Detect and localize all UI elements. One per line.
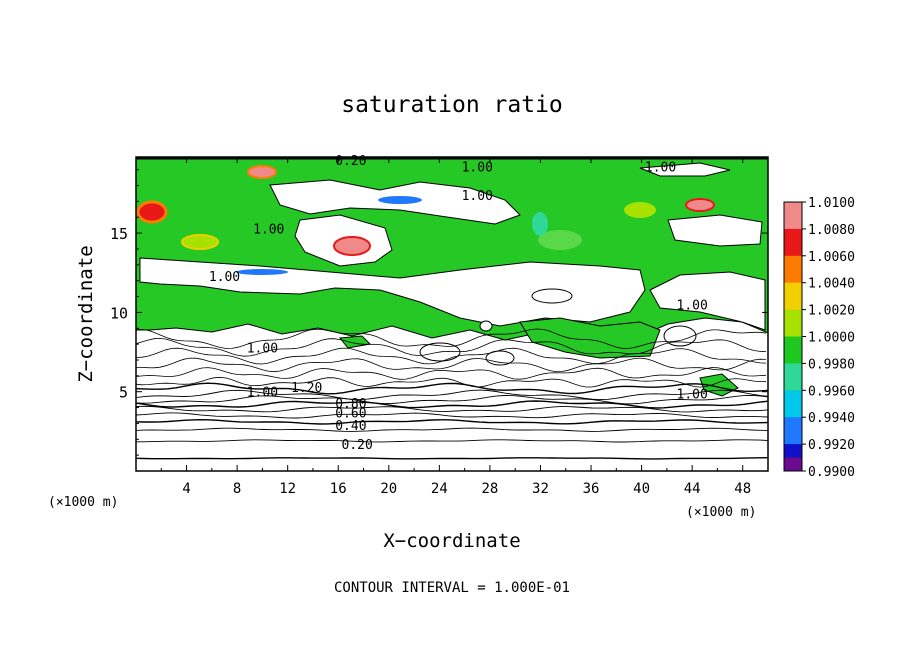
x-tick-label: 8 (233, 481, 241, 497)
field-patch-mid (624, 202, 656, 218)
x-tick-label: 44 (684, 481, 701, 497)
field-hole (639, 162, 731, 177)
field-patch-high (136, 200, 168, 224)
x-axis-unit-left: (×1000 m) (48, 495, 118, 510)
field-region-main (136, 157, 768, 346)
contour-line (136, 347, 767, 365)
colorbar-label: 0.9960 (808, 384, 855, 399)
colorbar-label: 1.0040 (808, 277, 855, 292)
field-cell (479, 320, 493, 332)
colorbar-label: 0.9940 (808, 411, 855, 426)
field-patch-mid (181, 234, 219, 250)
colorbar-swatch (784, 309, 802, 337)
x-tick-label: 24 (431, 481, 448, 497)
contour-label: 0.60 (335, 406, 366, 421)
x-tick-label: 40 (633, 481, 650, 497)
colorbar-swatch (784, 390, 802, 418)
contour-label: 1.00 (462, 189, 493, 204)
x-tick-label: 12 (279, 481, 296, 497)
contour-line (136, 389, 768, 401)
x-axis-unit-right: (×1000 m) (686, 505, 756, 520)
y-axis-label: Z−coordinate (75, 245, 97, 382)
contour-label: 1.00 (677, 298, 708, 313)
colorbar-label: 0.9900 (808, 465, 855, 480)
x-tick-label: 20 (380, 481, 397, 497)
contour-interval-note: CONTOUR INTERVAL = 1.000E-01 (334, 580, 570, 596)
y-tick-label: 5 (119, 384, 128, 402)
x-tick-label: 4 (182, 481, 190, 497)
field-cell (531, 288, 573, 304)
colorbar-label: 1.0020 (808, 304, 855, 319)
saturation-field (136, 157, 768, 397)
x-axis-label: X−coordinate (383, 530, 520, 552)
colorbar-label: 0.9980 (808, 357, 855, 372)
contour-label: 0.20 (342, 438, 373, 453)
contour-line (136, 412, 768, 419)
colorbar-swatch (784, 202, 802, 230)
field-hole (667, 214, 763, 247)
contour-label: 1.00 (677, 387, 708, 402)
colorbar-label: 1.0100 (808, 196, 855, 211)
contour-line (136, 439, 768, 443)
field-patch-mid (538, 230, 582, 250)
field-patch-high (333, 236, 371, 256)
contour-label: 1.20 (291, 381, 322, 396)
contour-line (136, 418, 768, 425)
colorbar-swatch (784, 255, 802, 284)
colorbar: 1.0100 1.0080 1.0060 1.0040 1.0020 1.0000 0.99… (783, 196, 855, 480)
field-patch-low (378, 196, 422, 204)
colorbar-swatch (784, 417, 802, 445)
contour-line (136, 367, 767, 380)
field-hole (649, 271, 766, 331)
colorbar-swatch (784, 336, 802, 364)
contour-line (136, 394, 768, 405)
colorbar-label: 1.0080 (808, 223, 855, 238)
contour-line (136, 357, 767, 373)
contour-line (136, 400, 768, 409)
contour-lines (136, 328, 768, 460)
contour-line (136, 337, 767, 357)
x-tick-label: 16 (330, 481, 347, 497)
y-tick-label: 10 (110, 304, 128, 322)
contour-line (136, 457, 768, 460)
colorbar-label: 0.9920 (808, 438, 855, 453)
colorbar-swatch (784, 282, 802, 311)
contour-label: 1.00 (253, 222, 284, 237)
field-patch-high (685, 198, 715, 212)
contour-line (136, 376, 767, 388)
colorbar-label: 1.0060 (808, 250, 855, 265)
contour-label: 0.40 (335, 419, 366, 434)
x-tick-label: 32 (532, 481, 549, 497)
colorbar-swatch (784, 228, 802, 257)
field-patch-high (247, 165, 277, 179)
contour-label: 0.80 (335, 397, 366, 412)
colorbar-swatch (784, 363, 802, 391)
contour-line (136, 405, 768, 413)
field-patch-low (532, 212, 548, 236)
y-axis: 5 10 15 (110, 169, 768, 456)
plot-area: 0.20 1.00 1.00 1.00 1.00 1.00 1.00 1.00 1.00 1.20… (135, 154, 769, 472)
colorbar-swatch (784, 457, 802, 471)
contour-line (136, 382, 768, 395)
contour-label: 1.00 (462, 161, 493, 176)
y-tick-label: 15 (110, 225, 128, 243)
contour-label: 1.00 (645, 161, 676, 176)
contour-line (136, 328, 767, 349)
contour-line (136, 427, 768, 432)
x-tick-label: 36 (583, 481, 600, 497)
colorbar-label: 1.0000 (808, 331, 855, 346)
x-axis: 4 8 12 16 20 24 28 32 36 40 44 48 (160, 157, 751, 497)
contour-label: 1.00 (247, 341, 278, 356)
chart-title: saturation ratio (341, 92, 563, 118)
contour-label: 1.00 (247, 386, 278, 401)
x-tick-label: 28 (481, 481, 498, 497)
field-patch-low (236, 269, 288, 275)
contour-label: 1.00 (209, 270, 240, 285)
x-tick-label: 48 (734, 481, 751, 497)
